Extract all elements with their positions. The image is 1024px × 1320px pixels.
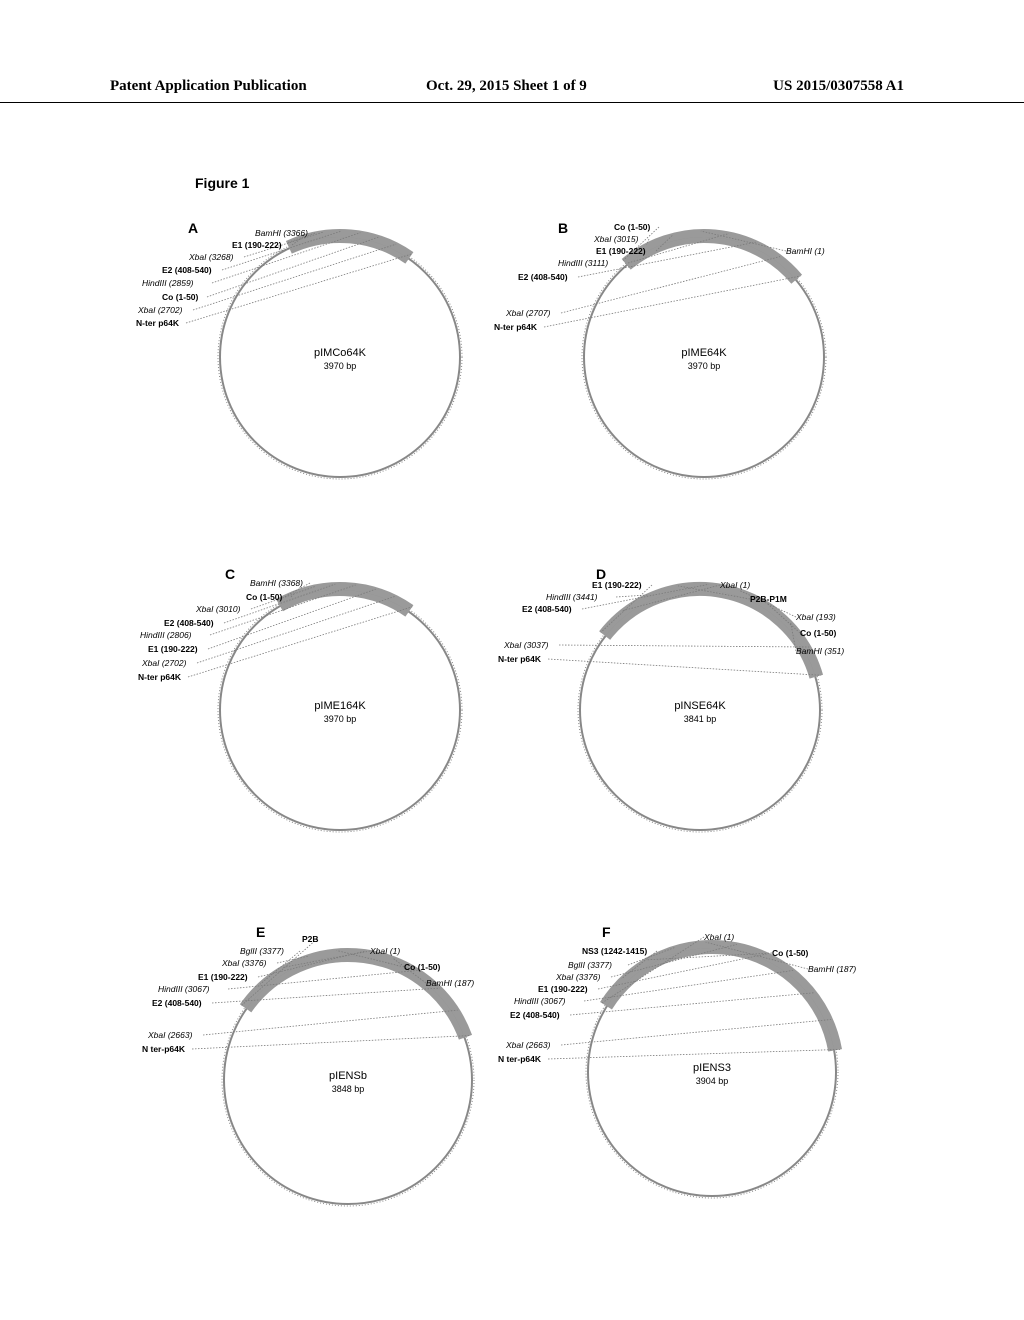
annotation: E1 (190-222) bbox=[538, 984, 588, 994]
annotation: BamHI (187) bbox=[808, 964, 856, 974]
annotation: XbaI (193) bbox=[796, 612, 836, 622]
annotation: E1 (190-222) bbox=[596, 246, 646, 256]
annotation: XbaI (3268) bbox=[189, 252, 233, 262]
panel-label-C: C bbox=[225, 566, 235, 582]
annotation: BamHI (351) bbox=[796, 646, 844, 656]
annotation: BamHI (3366) bbox=[255, 228, 308, 238]
annotation: XbaI (3376) bbox=[556, 972, 600, 982]
annotation: NS3 (1242-1415) bbox=[582, 946, 647, 956]
plasmid-name-B: pIME64K bbox=[644, 347, 764, 359]
annotation: HindIII (3441) bbox=[546, 592, 598, 602]
annotation: N-ter p64K bbox=[138, 672, 181, 682]
panel-label-B: B bbox=[558, 220, 568, 236]
annotation: XbaI (2702) bbox=[142, 658, 186, 668]
annotation: XbaI (1) bbox=[370, 946, 400, 956]
annotation: XbaI (2707) bbox=[506, 308, 550, 318]
annotation: P2B-P1M bbox=[750, 594, 787, 604]
annotation: E2 (408-540) bbox=[162, 265, 212, 275]
plasmid-size-E: 3848 bp bbox=[288, 1084, 408, 1094]
plasmid-name-E: pIENSb bbox=[288, 1070, 408, 1082]
annotation: XbaI (3015) bbox=[594, 234, 638, 244]
annotation: E2 (408-540) bbox=[510, 1010, 560, 1020]
annotation: XbaI (3037) bbox=[504, 640, 548, 650]
annotation: N-ter p64K bbox=[136, 318, 179, 328]
annotation: XbaI (2702) bbox=[138, 305, 182, 315]
plasmid-name-A: pIMCo64K bbox=[280, 347, 400, 359]
annotation: BamHI (3368) bbox=[250, 578, 303, 588]
panel-label-F: F bbox=[602, 924, 611, 940]
annotation: Co (1-50) bbox=[800, 628, 836, 638]
annotation: BamHI (1) bbox=[786, 246, 825, 256]
plasmid-name-F: pIENS3 bbox=[652, 1062, 772, 1074]
annotation: HindIII (3067) bbox=[158, 984, 210, 994]
annotation: XbaI (1) bbox=[720, 580, 750, 590]
plasmid-name-C: pIME164K bbox=[280, 700, 400, 712]
annotation: XbaI (2663) bbox=[506, 1040, 550, 1050]
annotation: Co (1-50) bbox=[614, 222, 650, 232]
annotation: XbaI (2663) bbox=[148, 1030, 192, 1040]
plasmid-size-B: 3970 bp bbox=[644, 361, 764, 371]
annotation: HindIII (2859) bbox=[142, 278, 194, 288]
annotation: N-ter p64K bbox=[494, 322, 537, 332]
plasmid-size-A: 3970 bp bbox=[280, 361, 400, 371]
panel-label-A: A bbox=[188, 220, 198, 236]
page: Patent Application Publication Oct. 29, … bbox=[0, 0, 1024, 1320]
annotation: E1 (190-222) bbox=[592, 580, 642, 590]
annotation: N ter-p64K bbox=[498, 1054, 541, 1064]
panel-label-E: E bbox=[256, 924, 265, 940]
annotation: Co (1-50) bbox=[162, 292, 198, 302]
annotation: HindIII (3111) bbox=[558, 258, 608, 268]
annotation: E1 (190-222) bbox=[148, 644, 198, 654]
annotation: XbaI (3010) bbox=[196, 604, 240, 614]
annotation: HindIII (2806) bbox=[140, 630, 192, 640]
annotation: Co (1-50) bbox=[404, 962, 440, 972]
annotation: BamHI (187) bbox=[426, 978, 474, 988]
annotation: N-ter p64K bbox=[498, 654, 541, 664]
plasmid-size-F: 3904 bp bbox=[652, 1076, 772, 1086]
annotation: E2 (408-540) bbox=[152, 998, 202, 1008]
annotation: BglII (3377) bbox=[568, 960, 612, 970]
annotation: E1 (190-222) bbox=[232, 240, 282, 250]
plasmid-name-D: pINSE64K bbox=[640, 700, 760, 712]
annotation: P2B bbox=[302, 934, 319, 944]
annotation: XbaI (1) bbox=[704, 932, 734, 942]
annotation: N ter-p64K bbox=[142, 1044, 185, 1054]
annotation: Co (1-50) bbox=[246, 592, 282, 602]
annotation: E2 (408-540) bbox=[522, 604, 572, 614]
annotation: Co (1-50) bbox=[772, 948, 808, 958]
annotation: HindIII (3067) bbox=[514, 996, 566, 1006]
plasmid-size-C: 3970 bp bbox=[280, 714, 400, 724]
annotation: E2 (408-540) bbox=[164, 618, 214, 628]
annotation: E1 (190-222) bbox=[198, 972, 248, 982]
annotation: E2 (408-540) bbox=[518, 272, 568, 282]
annotation: BglII (3377) bbox=[240, 946, 284, 956]
annotation: XbaI (3376) bbox=[222, 958, 266, 968]
plasmid-size-D: 3841 bp bbox=[640, 714, 760, 724]
